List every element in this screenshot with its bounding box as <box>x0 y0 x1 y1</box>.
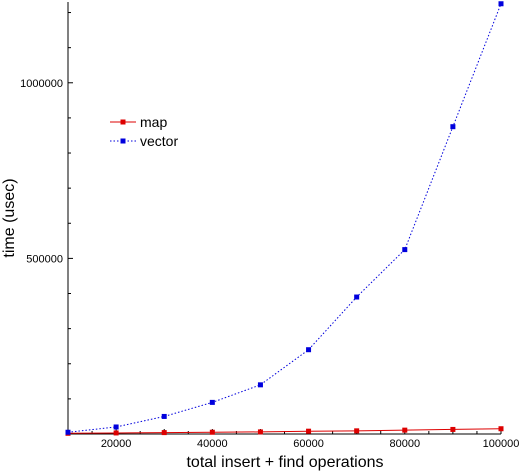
legend-label-map: map <box>140 114 167 130</box>
data-point-vector <box>257 382 263 388</box>
data-point-vector <box>402 247 408 253</box>
legend: map vector <box>110 114 178 149</box>
legend-marker-map <box>120 119 126 125</box>
data-point-map <box>402 427 408 433</box>
x-axis: 20000 40000 60000 80000 100000 <box>67 429 520 450</box>
data-point-map <box>161 430 167 436</box>
data-point-vector <box>498 1 504 7</box>
x-tick-label: 80000 <box>389 438 420 450</box>
data-point-vector <box>450 124 456 130</box>
data-point-map <box>450 426 456 432</box>
legend-marker-vector <box>120 138 126 144</box>
data-point-vector <box>209 399 215 405</box>
x-tick-label: 20000 <box>101 438 132 450</box>
data-point-vector <box>306 347 312 353</box>
series-line-map <box>67 428 502 434</box>
y-tick-label: 500000 <box>26 253 63 265</box>
y-axis: 500000 1000000 <box>20 12 73 435</box>
data-point-map <box>209 429 215 435</box>
data-point-map <box>257 429 263 435</box>
data-point-map <box>354 428 360 434</box>
data-point-vector <box>113 424 119 430</box>
data-point-map <box>306 428 312 434</box>
y-axis-title: time (usec) <box>1 178 18 257</box>
series-line-vector <box>67 3 502 433</box>
plot-frame <box>67 2 501 435</box>
plot-area <box>65 1 504 436</box>
data-point-map <box>113 430 119 436</box>
y-tick-label: 1000000 <box>20 78 63 90</box>
x-axis-title: total insert + find operations <box>186 454 383 471</box>
x-tick-label: 60000 <box>293 438 324 450</box>
x-tick-label: 40000 <box>197 438 228 450</box>
data-point-vector <box>161 413 167 419</box>
data-point-vector <box>65 429 71 435</box>
data-point-map <box>498 426 504 432</box>
legend-label-vector: vector <box>140 133 178 149</box>
x-tick-label: 100000 <box>483 438 520 450</box>
data-point-vector <box>354 294 360 300</box>
